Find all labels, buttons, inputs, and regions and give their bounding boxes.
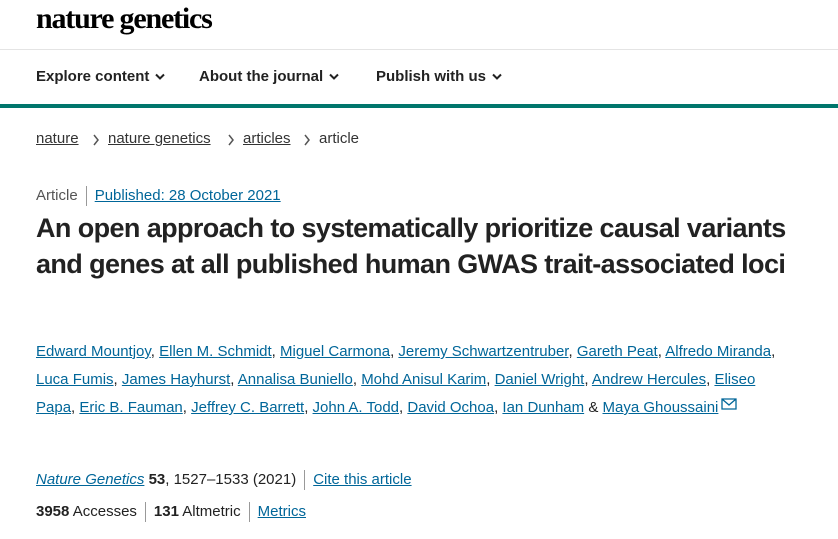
- author-separator: ,: [182, 399, 187, 416]
- nav-item[interactable]: About the journal: [199, 68, 339, 85]
- article-title: An open approach to systematically prior…: [36, 213, 786, 279]
- breadcrumb-link[interactable]: nature genetics: [108, 130, 211, 147]
- nav-item[interactable]: Publish with us: [376, 68, 502, 85]
- accesses-label: Accesses: [72, 502, 137, 520]
- breadcrumb-link[interactable]: nature: [36, 130, 79, 147]
- nav-item[interactable]: Explore content: [36, 68, 166, 85]
- author-conjunction: &: [588, 399, 599, 416]
- journal-link[interactable]: Nature Genetics: [36, 470, 145, 488]
- author-link[interactable]: Edward Mountjoy: [36, 343, 151, 360]
- author-link[interactable]: Miguel Carmona: [280, 343, 391, 360]
- author-link[interactable]: Eric B. Fauman: [79, 399, 183, 416]
- author-separator: ,: [706, 371, 711, 388]
- article-meta: Article Published: 28 October 2021: [36, 186, 281, 206]
- altmetric-count: 131: [153, 502, 179, 520]
- divider: [304, 470, 306, 490]
- author-link[interactable]: James Hayhurst: [121, 371, 231, 388]
- breadcrumb-separator: [304, 134, 310, 146]
- chevron: [329, 73, 339, 80]
- volume: 53: [148, 470, 166, 488]
- author-link[interactable]: Ian Dunham: [502, 399, 585, 416]
- author-separator: ,: [657, 343, 662, 360]
- breadcrumb-separator: [228, 134, 234, 146]
- author-link[interactable]: Luca Fumis: [36, 371, 114, 388]
- metrics: 3958 Accesses 131 Altmetric Metrics: [36, 502, 306, 522]
- author-separator: ,: [486, 371, 491, 388]
- author-separator: ,: [271, 343, 276, 360]
- author-link[interactable]: Maya Ghoussaini: [602, 399, 719, 416]
- cite-link[interactable]: Cite this article: [313, 470, 412, 488]
- metrics-link[interactable]: Metrics: [257, 502, 306, 520]
- breadcrumb-link[interactable]: articles: [243, 130, 291, 147]
- divider: [144, 502, 146, 522]
- divider: [85, 186, 87, 206]
- author-separator: ,: [113, 371, 118, 388]
- author-separator: ,: [352, 371, 358, 388]
- header-divider: [0, 49, 838, 50]
- author-link[interactable]: Gareth Peat: [576, 343, 658, 360]
- author-separator: ,: [390, 343, 395, 360]
- author-link[interactable]: Mohd Anisul Karim: [361, 371, 487, 388]
- author-separator: ,: [584, 371, 589, 388]
- author-link[interactable]: Daniel Wright: [494, 371, 585, 388]
- published-date[interactable]: Published: 28 October 2021: [94, 186, 281, 204]
- author-separator: ,: [399, 399, 404, 416]
- author-separator: ,: [71, 399, 76, 416]
- author-link[interactable]: Eliseo Papa: [36, 371, 756, 416]
- article-type: Article: [36, 186, 78, 204]
- pages: 1527–1533 (2021): [173, 470, 297, 488]
- breadcrumb-separator: [93, 134, 99, 146]
- nav-label[interactable]: Explore content: [36, 68, 150, 85]
- journal-logo[interactable]: nature genetics: [36, 2, 213, 35]
- author-link[interactable]: Ellen M. Schmidt: [159, 343, 272, 360]
- accesses-count: 3958: [36, 502, 70, 520]
- chevron: [155, 73, 166, 80]
- email-icon[interactable]: [721, 398, 738, 410]
- author-separator: ,: [304, 399, 309, 416]
- punctuation: ,: [165, 470, 170, 488]
- author-link[interactable]: Jeffrey C. Barrett: [191, 399, 305, 416]
- author-separator: ,: [230, 371, 235, 388]
- author-link[interactable]: Alfredo Miranda: [665, 343, 772, 360]
- author-separator: ,: [494, 399, 499, 416]
- breadcrumb-current: article: [319, 130, 360, 147]
- nav-label[interactable]: Publish with us: [376, 68, 487, 85]
- chevron: [492, 73, 502, 80]
- altmetric-label: Altmetric: [182, 502, 241, 520]
- author-separator: ,: [150, 343, 155, 360]
- author-link[interactable]: John A. Todd: [312, 399, 400, 416]
- divider: [248, 502, 250, 522]
- author-link[interactable]: Andrew Hercules: [591, 371, 707, 388]
- nav-accent-bar: [0, 104, 838, 108]
- author-link[interactable]: David Ochoa: [407, 399, 495, 416]
- author-separator: ,: [568, 343, 573, 360]
- author-separator: ,: [771, 343, 776, 360]
- author-link[interactable]: Jeremy Schwartzentruber: [398, 343, 569, 360]
- author-link[interactable]: Annalisa Buniello: [237, 371, 353, 388]
- citation: Nature Genetics 53, 1527–1533 (2021) Cite…: [36, 470, 412, 490]
- nav-label[interactable]: About the journal: [199, 68, 324, 85]
- author-list: Edward Mountjoy, Ellen M. Schmidt, Migue…: [36, 338, 796, 422]
